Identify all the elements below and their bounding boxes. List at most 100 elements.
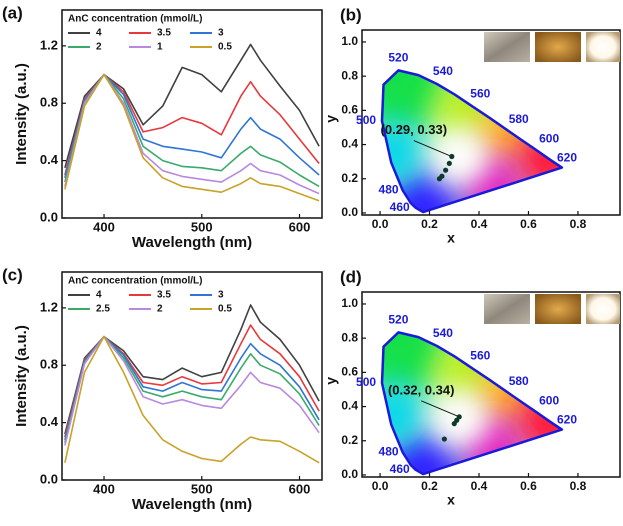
- legend-label: 2.5: [96, 304, 110, 315]
- x-axis-label: x: [447, 492, 455, 508]
- legend-label: 4: [96, 28, 102, 39]
- x-tick-label: 500: [191, 219, 213, 234]
- spectrum-line: [64, 73, 320, 178]
- legend-label: 3.5: [157, 290, 171, 301]
- y-tick-label: 0.8: [40, 357, 58, 372]
- wavelength-label: 600: [539, 132, 559, 146]
- y-tick-label: 1.0: [341, 296, 358, 310]
- y-tick-label: 0.4: [341, 399, 358, 413]
- y-tick-label: 0.4: [40, 414, 59, 429]
- panel-label: (c): [2, 265, 23, 284]
- wavelength-label: 480: [379, 444, 399, 458]
- y-tick-label: 0.0: [341, 467, 358, 481]
- y-tick-label: 1.2: [40, 37, 58, 52]
- x-tick-label: 500: [191, 481, 213, 496]
- x-axis-label: x: [447, 230, 455, 246]
- wavelength-label: 600: [539, 394, 559, 408]
- fill-blob: [382, 380, 428, 451]
- led-photo-lit: [586, 294, 620, 324]
- legend-label: 2: [157, 304, 163, 315]
- y-tick-label: 0.2: [341, 171, 358, 185]
- legend-label: 3.5: [157, 28, 171, 39]
- legend-label: 1: [157, 42, 163, 53]
- legend-label: 3: [218, 290, 224, 301]
- wavelength-label: 560: [470, 86, 490, 100]
- plot-frame: [361, 291, 621, 478]
- y-tick-label: 1.0: [341, 34, 358, 48]
- wavelength-label: 580: [509, 374, 529, 388]
- spectrum-line: [64, 73, 320, 195]
- legend-label: 3: [218, 28, 224, 39]
- x-tick-label: 0.2: [421, 217, 438, 231]
- led-photo-coated: [535, 294, 581, 324]
- annotation: (0.32, 0.34): [388, 382, 455, 397]
- wavelength-label: 520: [388, 51, 408, 65]
- y-tick-label: 0.6: [341, 103, 358, 117]
- cie-point: [449, 153, 455, 160]
- wavelength-label: 480: [379, 182, 399, 196]
- spectrum-line: [64, 304, 320, 435]
- y-axis-label: y: [323, 377, 339, 385]
- legend-title: AnC concentration (mmol/L): [68, 14, 202, 25]
- x-tick-label: 600: [289, 219, 311, 234]
- legend-label: 2: [96, 42, 102, 53]
- spectrum-line: [64, 73, 320, 202]
- led-photo-lit: [586, 32, 620, 62]
- fill-blob: [382, 70, 450, 135]
- y-tick-label: 0.6: [341, 365, 358, 379]
- cie-point: [456, 414, 462, 420]
- y-tick-label: 0.0: [40, 209, 58, 224]
- spectral-locus: [380, 331, 564, 476]
- spectral-locus: [380, 69, 564, 214]
- spectrum-line: [64, 43, 320, 169]
- wavelength-label: 500: [356, 375, 376, 389]
- x-tick-label: 0.2: [421, 479, 438, 493]
- y-tick-label: 0.4: [40, 152, 59, 167]
- y-tick-label: 0.8: [40, 95, 58, 110]
- cie-point: [446, 160, 452, 166]
- fill-blob: [382, 332, 450, 397]
- spectrum-line: [64, 335, 320, 446]
- y-tick-label: 0.2: [341, 433, 358, 447]
- y-axis-label: y: [323, 115, 339, 123]
- x-tick-label: 0.8: [570, 479, 587, 493]
- x-axis-label: Wavelength (nm): [132, 496, 252, 513]
- wavelength-label: 540: [433, 326, 453, 340]
- x-tick-label: 600: [289, 481, 311, 496]
- led-photo-coated: [535, 32, 581, 62]
- panel-label: (d): [340, 267, 362, 286]
- plot-frame: [61, 9, 323, 219]
- wavelength-label: 580: [509, 112, 529, 126]
- wavelength-label: 460: [390, 200, 410, 214]
- legend-title: AnC concentration (mmol/L): [68, 276, 202, 287]
- fill-blob: [382, 118, 428, 189]
- x-tick-label: 0.6: [520, 217, 537, 231]
- y-tick-label: 0.0: [341, 205, 358, 219]
- wavelength-label: 460: [390, 462, 410, 476]
- annotation-pointer: [421, 400, 460, 418]
- x-tick-label: 400: [93, 481, 115, 496]
- wavelength-label: 520: [388, 313, 408, 327]
- y-axis-label: Intensity (a.u.): [13, 63, 30, 165]
- x-tick-label: 0.0: [372, 479, 389, 493]
- x-tick-label: 0.4: [471, 217, 488, 231]
- led-photo-off: [484, 32, 530, 62]
- x-tick-label: 400: [93, 219, 115, 234]
- wavelength-label: 540: [433, 64, 453, 78]
- legend-label: 0.5: [218, 42, 232, 53]
- cie-point: [439, 173, 445, 179]
- x-tick-label: 0.0: [372, 217, 389, 231]
- x-tick-label: 0.6: [520, 479, 537, 493]
- wavelength-label: 620: [557, 412, 577, 426]
- led-photo-off: [484, 294, 530, 324]
- cie-point: [443, 167, 449, 173]
- panel-label: (a): [2, 3, 23, 22]
- spectrum-line: [64, 73, 320, 188]
- legend-label: 4: [96, 290, 102, 301]
- y-tick-label: 0.8: [341, 68, 358, 82]
- spectrum-line: [64, 335, 320, 464]
- wavelength-label: 560: [470, 348, 490, 362]
- y-tick-label: 1.2: [40, 299, 58, 314]
